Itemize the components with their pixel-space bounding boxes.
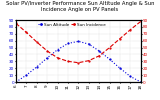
Legend: Sun Altitude, Sun Incidence: Sun Altitude, Sun Incidence: [36, 21, 108, 28]
Text: Solar PV/Inverter Performance Sun Altitude Angle & Sun Incidence Angle on PV Pan: Solar PV/Inverter Performance Sun Altitu…: [6, 1, 154, 12]
